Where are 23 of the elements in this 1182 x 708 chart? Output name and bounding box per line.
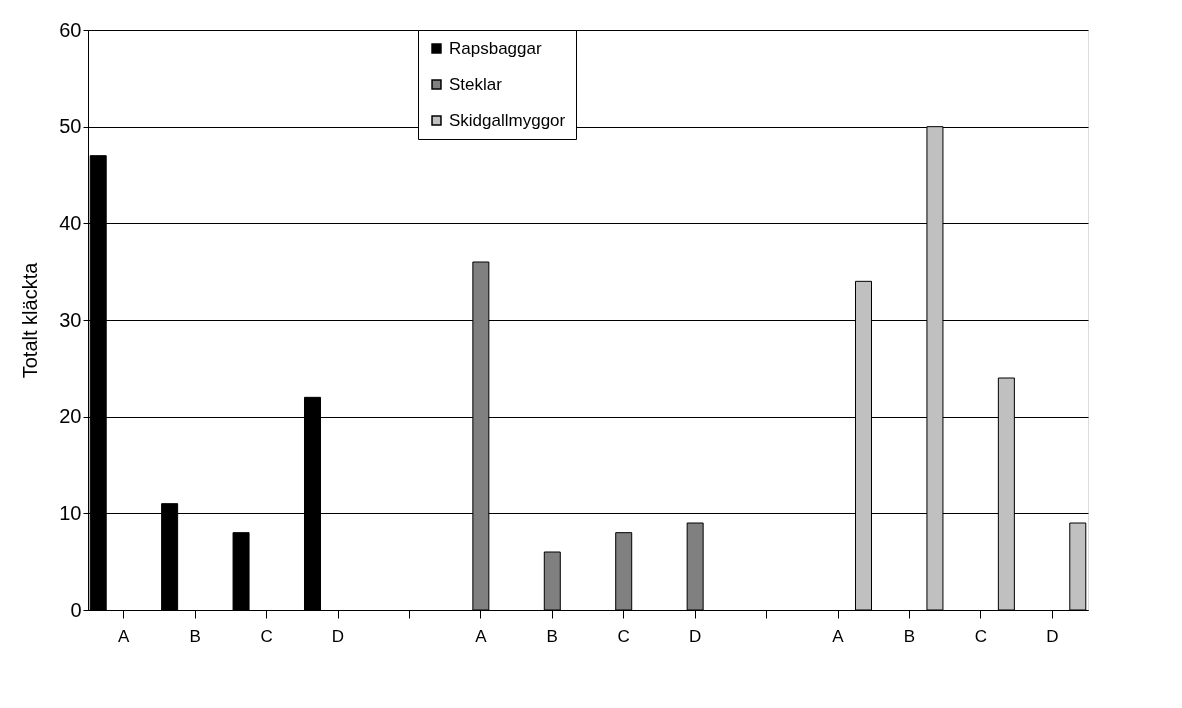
x-tick-label: D <box>1046 626 1059 646</box>
y-axis-title: Totalt kläckta <box>19 261 42 379</box>
y-tick-label: 0 <box>70 598 82 621</box>
x-tick-label: B <box>189 626 201 646</box>
x-tick-label: A <box>118 626 131 646</box>
x-tick-label: A <box>475 626 488 646</box>
y-tick-label: 20 <box>59 405 82 428</box>
y-tick-label: 50 <box>59 115 82 138</box>
x-tick-label: B <box>546 626 558 646</box>
legend-label: Steklar <box>449 74 503 94</box>
x-tick-label: A <box>832 626 845 646</box>
y-tick-label: 40 <box>59 211 82 234</box>
y-tick-label: 60 <box>59 18 82 41</box>
y-tick-label: 10 <box>59 501 82 524</box>
legend-label: Skidgallmyggor <box>449 110 566 130</box>
x-tick-label: D <box>331 626 345 646</box>
x-tick-label: C <box>260 626 273 646</box>
x-tick-label: C <box>974 626 987 646</box>
x-tick-label: C <box>617 626 630 646</box>
x-tick-label: D <box>689 626 702 646</box>
y-tick-label: 30 <box>59 308 82 331</box>
x-tick-label: B <box>903 626 916 646</box>
legend-label: Rapsbaggar <box>449 38 542 58</box>
